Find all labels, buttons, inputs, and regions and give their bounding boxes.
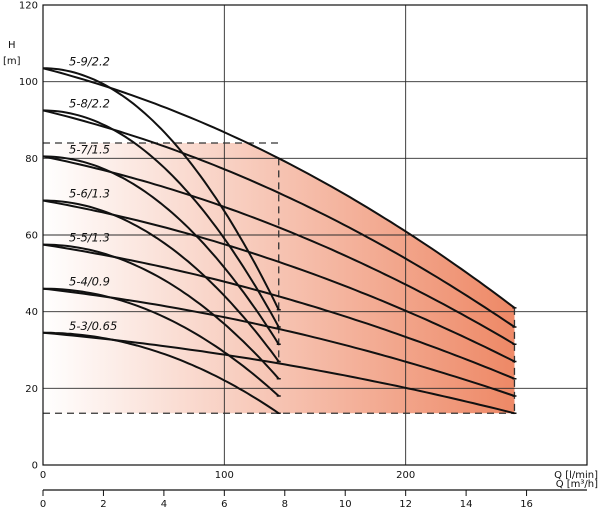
x2-tick-label: 0 (40, 499, 46, 510)
x-tick-label: 100 (215, 470, 234, 481)
pump-curve-low-5-7/1.5 (42, 155, 280, 345)
pump-curve-low-5-8/2.2 (42, 109, 280, 328)
y-tick-label: 60 (25, 231, 38, 242)
pump-curve-low-5-9/2.2 (43, 67, 280, 311)
pump-curve-low-5-6/1.3 (43, 199, 280, 363)
y-axis-unit: [m] (3, 56, 21, 67)
x2-tick-label: 4 (161, 499, 167, 510)
pump-curve-high-5-6/1.3 (42, 199, 515, 363)
y-tick-label: 40 (25, 307, 38, 318)
x2-tick-label: 10 (339, 499, 352, 510)
pump-curve-high-5-7/1.5 (42, 155, 516, 346)
pump-curve-low-5-3/0.65 (43, 331, 280, 415)
pump-curve-low-5-4/0.9 (43, 287, 280, 397)
curve-label: 5-6/1.3 (69, 187, 110, 201)
curves (42, 67, 517, 415)
curve-label: 5-5/1.3 (69, 231, 110, 245)
pump-curve-high-5-8/2.2 (42, 109, 516, 328)
grid (43, 5, 587, 465)
x2-tick-label: 14 (460, 499, 473, 510)
curve-label: 5-9/2.2 (69, 54, 110, 68)
pump-curve-high-5-5/1.3 (42, 243, 515, 380)
curve-label: 5-8/2.2 (69, 96, 110, 110)
labels: 5-9/2.2 5-8/2.2 5-7/1.5 5-6/1.3 5-5/1.3 5-4/0… (3, 1, 598, 511)
y-tick-label: 80 (25, 154, 38, 165)
x2-tick-label: 6 (221, 499, 227, 510)
y-axis-label: H (8, 40, 16, 51)
y-tick-label: 120 (19, 1, 38, 12)
x2-tick-label: 16 (520, 499, 533, 510)
plot-frame (42, 4, 588, 466)
x-tick-label: 200 (396, 470, 415, 481)
pump-curve-low-5-5/1.3 (43, 243, 280, 380)
pump-curve-high-5-4/0.9 (42, 287, 515, 397)
x2-tick-label: 12 (399, 499, 412, 510)
y-tick-label: 100 (19, 77, 38, 88)
y-tick-label: 20 (25, 384, 38, 395)
x-tick-label: 0 (40, 470, 46, 481)
axes (42, 4, 588, 496)
x2-tick-label: 2 (100, 499, 106, 510)
pump-curve-high-5-9/2.2 (42, 67, 516, 309)
curve-label: 5-3/0.65 (69, 319, 117, 333)
curve-label: 5-4/0.9 (69, 275, 110, 289)
x2-tick-label: 8 (282, 499, 288, 510)
x2-axis-label: Q [m³/h] (556, 479, 598, 490)
curve-label: 5-7/1.5 (69, 142, 110, 156)
x-axis-label: Q [l/min] (554, 470, 598, 481)
y-tick-label: 0 (32, 461, 38, 472)
